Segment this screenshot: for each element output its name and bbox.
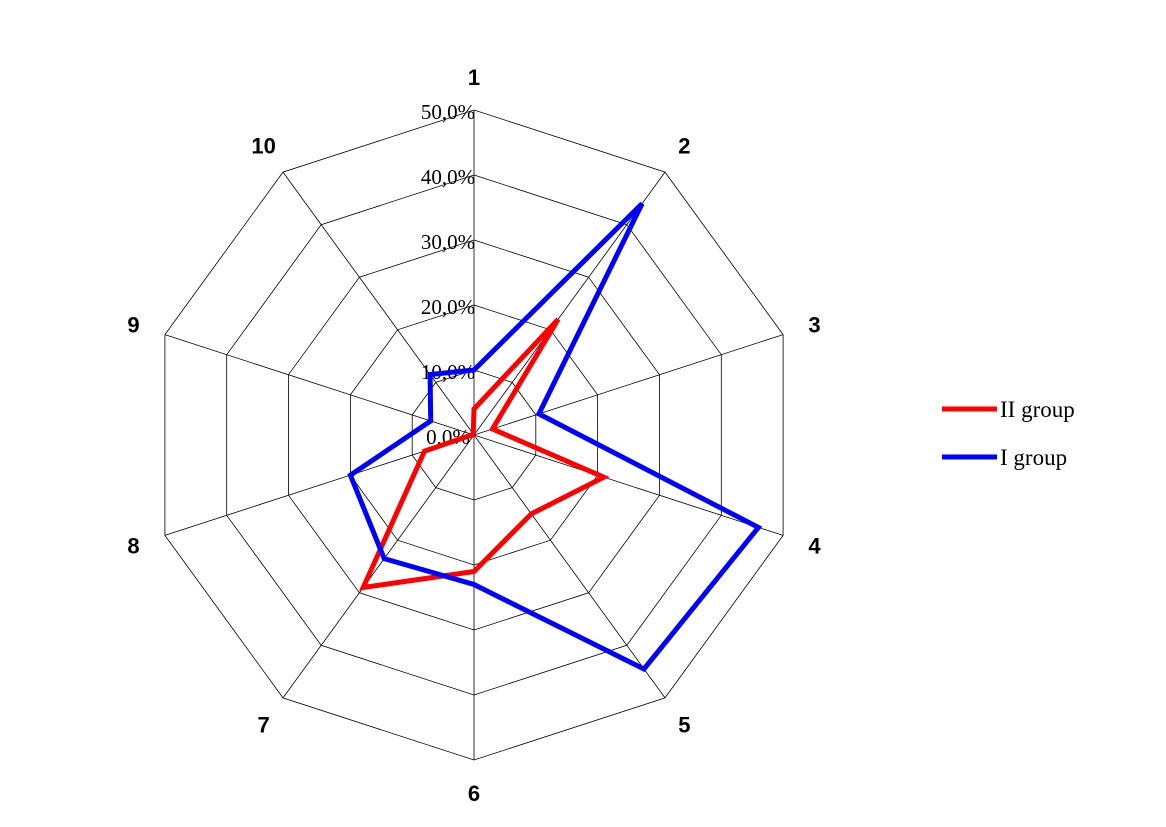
category-label: 2	[678, 133, 690, 158]
category-label: 7	[257, 713, 269, 738]
category-label: 8	[127, 534, 139, 559]
category-label: 6	[468, 781, 480, 806]
series-line	[347, 201, 763, 673]
legend-label: I group	[1000, 445, 1067, 470]
tick-label: 50,0%	[421, 100, 475, 124]
grid	[164, 109, 784, 761]
tick-label: 20,0%	[421, 295, 475, 319]
category-label: 10	[251, 133, 275, 158]
category-label: 1	[468, 65, 480, 90]
tick-label: 30,0%	[421, 230, 475, 254]
category-label: 3	[808, 312, 820, 337]
series-line	[359, 317, 610, 591]
axis-spoke	[473, 334, 784, 436]
axis-spoke	[282, 434, 475, 699]
category-label: 4	[808, 534, 821, 559]
axis-spoke	[473, 434, 784, 536]
category-label: 5	[678, 713, 690, 738]
axis-spoke	[164, 334, 475, 436]
category-label: 9	[127, 312, 139, 337]
axis-spoke	[473, 434, 666, 699]
tick-label: 40,0%	[421, 165, 475, 189]
axis-spoke	[282, 171, 475, 436]
series-lines	[347, 201, 763, 673]
legend: II group I group	[942, 397, 1075, 470]
legend-label: II group	[1000, 397, 1075, 422]
category-labels: 1 2 3 4 5 6 7 8 9 10	[127, 65, 821, 806]
